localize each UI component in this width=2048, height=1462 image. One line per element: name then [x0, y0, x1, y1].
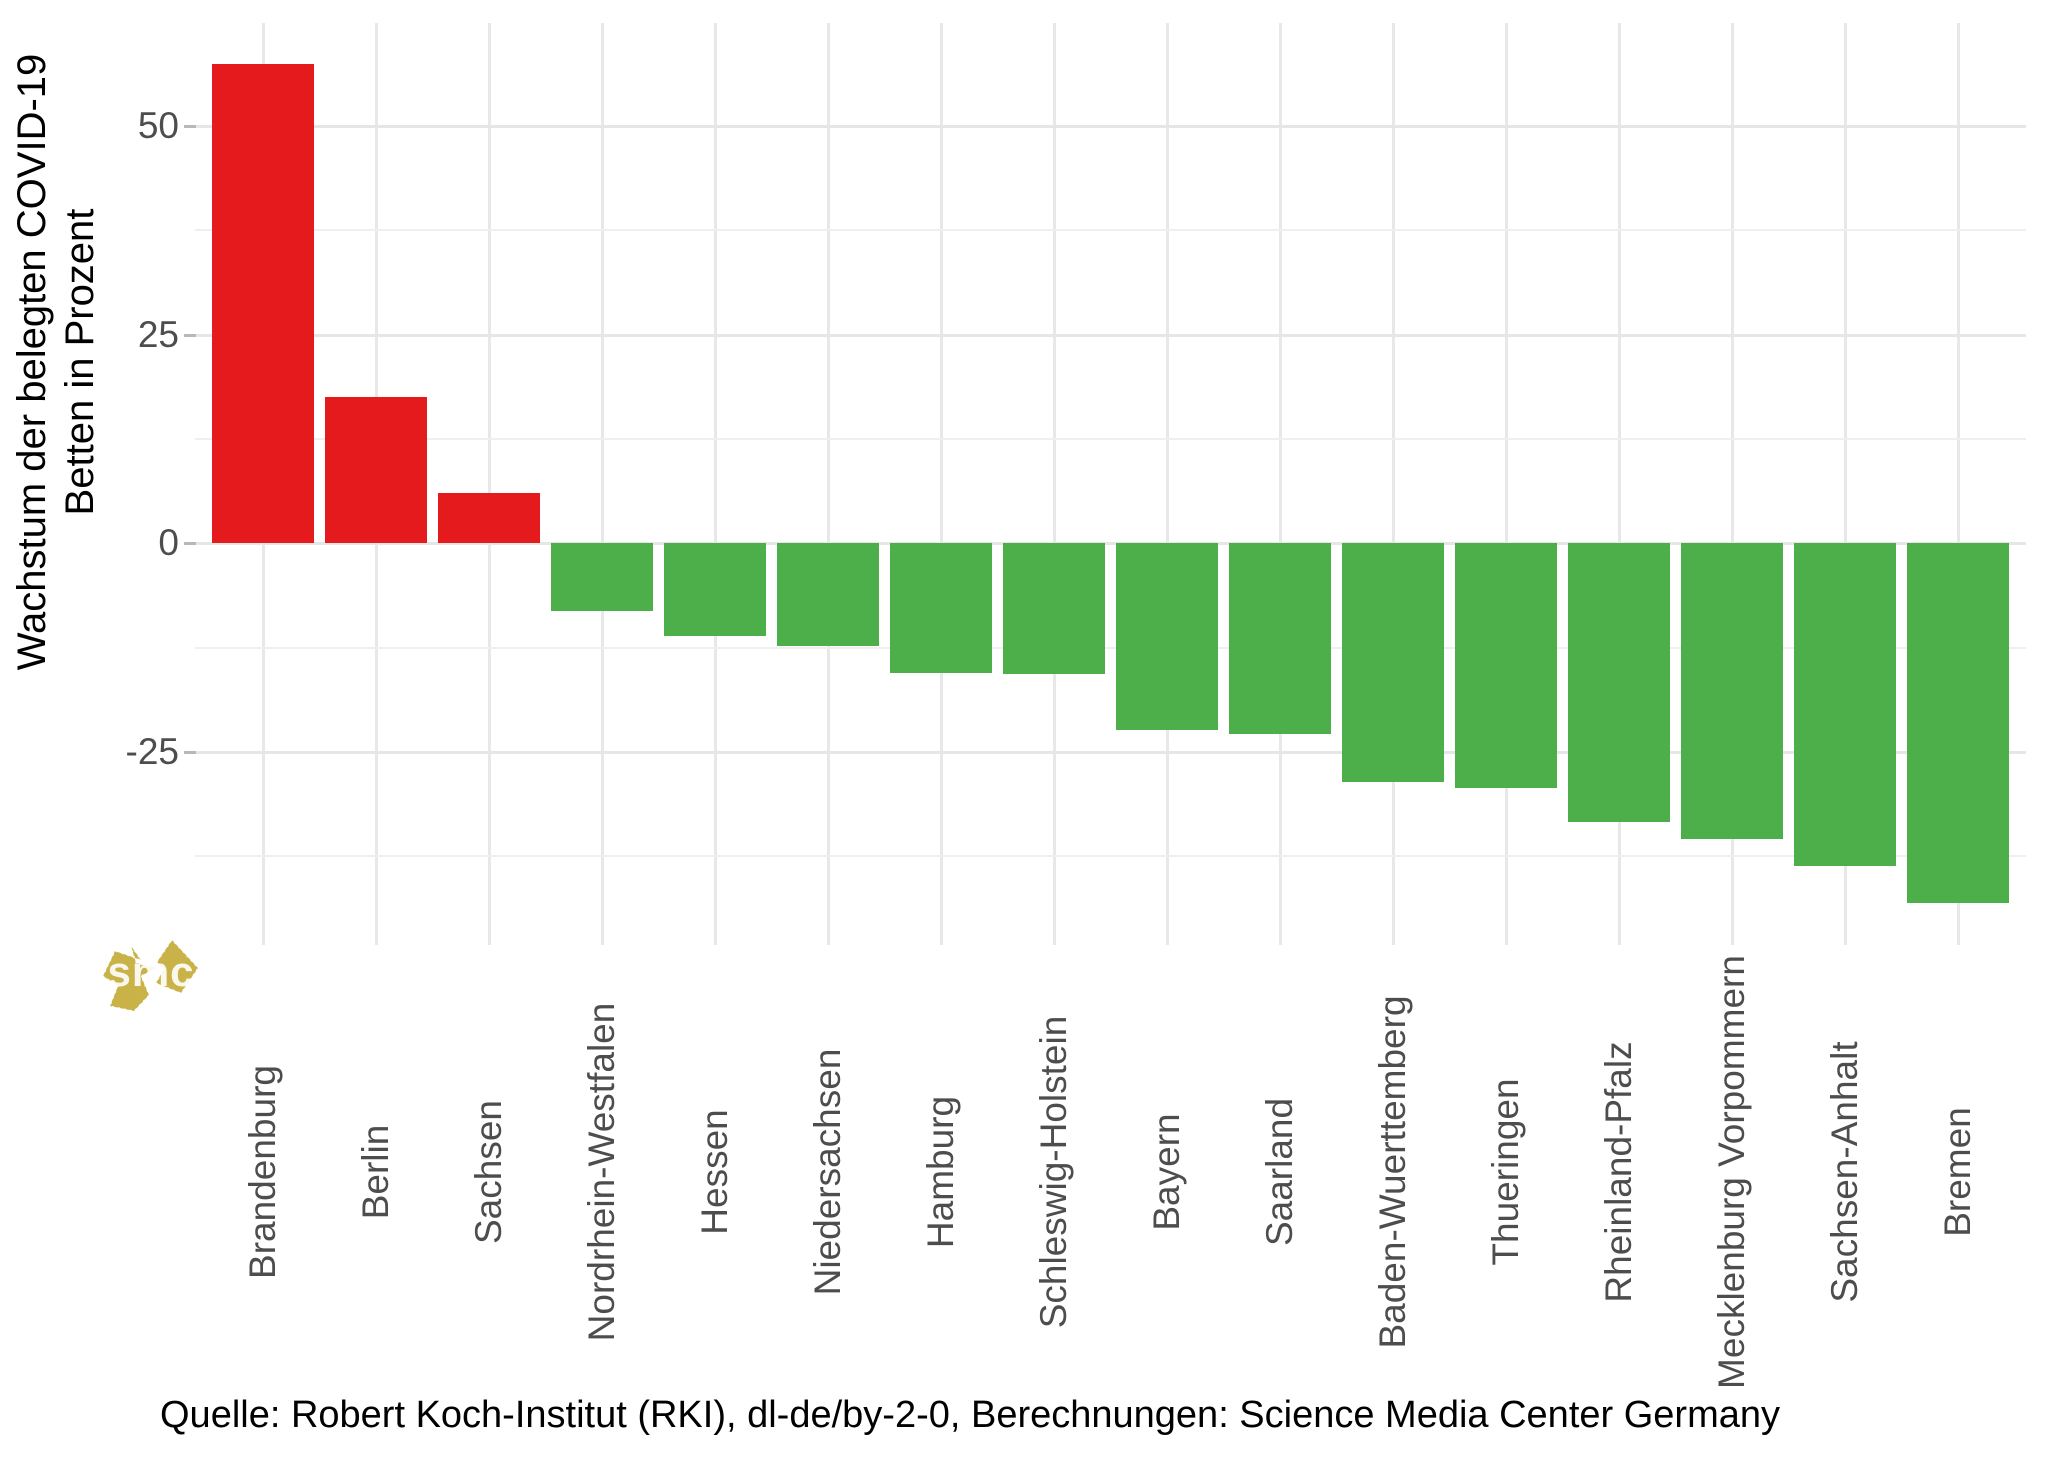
- x-tick-label-hamburg: Hamburg: [920, 1095, 961, 1249]
- smc-logo-text: smc: [107, 948, 194, 995]
- y-tick-label: 0: [158, 522, 179, 564]
- caption: Quelle: Robert Koch-Institut (RKI), dl-d…: [160, 1394, 1780, 1436]
- v-gridline: [1279, 23, 1282, 945]
- x-tick-label-thueringen: Thueringen: [1485, 1078, 1526, 1266]
- v-gridline: [940, 23, 943, 945]
- bar-hessen: [664, 543, 766, 636]
- bar-mecklenburg-vorpommern: [1681, 543, 1783, 839]
- bar-brandenburg: [212, 63, 314, 544]
- y-tick-label: -25: [125, 731, 179, 773]
- bar-hamburg: [890, 543, 992, 673]
- h-gridline-major: [195, 333, 2026, 337]
- x-tick-label-berlin: Berlin: [355, 1124, 396, 1220]
- h-gridline-minor: [195, 437, 2026, 440]
- h-gridline-minor: [195, 855, 2026, 858]
- x-tick-label-bayern: Bayern: [1146, 1113, 1187, 1231]
- x-tick-label-sachsen: Sachsen: [468, 1100, 509, 1244]
- v-gridline: [1392, 23, 1395, 945]
- bar-nordrhein-westfalen: [551, 543, 653, 611]
- x-tick-label-sachsen-anhalt: Sachsen-Anhalt: [1824, 1041, 1865, 1303]
- x-tick-label-saarland: Saarland: [1259, 1097, 1300, 1247]
- smc-logo: smc: [102, 939, 199, 1012]
- y-tick-mark: [184, 751, 196, 755]
- bar-sachsen: [438, 493, 540, 544]
- v-gridline: [1618, 23, 1621, 945]
- y-tick-mark: [184, 124, 196, 128]
- x-tick-label-brandenburg: Brandenburg: [242, 1065, 283, 1279]
- x-tick-label-hessen: Hessen: [694, 1109, 735, 1235]
- x-tick-label-nordrhein-westfalen: Nordrhein-Westfalen: [581, 1002, 622, 1342]
- v-gridline: [1053, 23, 1056, 945]
- h-gridline-major: [195, 751, 2026, 755]
- v-gridline: [827, 23, 830, 945]
- y-tick-mark: [184, 333, 196, 337]
- smc-logo-shape-right: [155, 939, 199, 994]
- x-tick-label-mecklenburg-vorpommern: Mecklenburg Vorpommern: [1711, 955, 1752, 1389]
- bar-baden-wuerttemberg: [1342, 543, 1444, 783]
- bar-sachsen-anhalt: [1794, 543, 1896, 866]
- bar-bremen: [1907, 543, 2009, 904]
- bar-saarland: [1229, 543, 1331, 734]
- bar-berlin: [325, 397, 427, 544]
- x-tick-label-rheinland-pfalz: Rheinland-Pfalz: [1598, 1041, 1639, 1303]
- y-tick-mark: [184, 542, 196, 546]
- h-gridline-major: [195, 124, 2026, 128]
- y-tick-label: 50: [137, 104, 179, 146]
- y-tick-label: 25: [137, 313, 179, 355]
- v-gridline: [1957, 23, 1960, 945]
- x-tick-label-bremen: Bremen: [1937, 1107, 1978, 1237]
- bar-thueringen: [1455, 543, 1557, 788]
- v-gridline: [1731, 23, 1734, 945]
- v-gridline: [714, 23, 717, 945]
- x-tick-label-niedersachsen: Niedersachsen: [807, 1048, 848, 1296]
- bar-bayern: [1116, 543, 1218, 731]
- v-gridline: [1505, 23, 1508, 945]
- h-gridline-minor: [195, 646, 2026, 649]
- v-gridline: [488, 23, 491, 945]
- bar-niedersachsen: [777, 543, 879, 646]
- x-tick-label-schleswig-holstein: Schleswig-Holstein: [1033, 1015, 1074, 1329]
- x-tick-label-baden-wuerttemberg: Baden-Wuerttemberg: [1372, 995, 1413, 1349]
- h-gridline-minor: [195, 229, 2026, 232]
- v-gridline: [1166, 23, 1169, 945]
- smc-logo-shape-left: [102, 945, 158, 1012]
- bar-rheinland-pfalz: [1568, 543, 1670, 823]
- v-gridline: [601, 23, 604, 945]
- h-gridline-major: [195, 542, 2026, 546]
- v-gridline: [1844, 23, 1847, 945]
- bar-schleswig-holstein: [1003, 543, 1105, 675]
